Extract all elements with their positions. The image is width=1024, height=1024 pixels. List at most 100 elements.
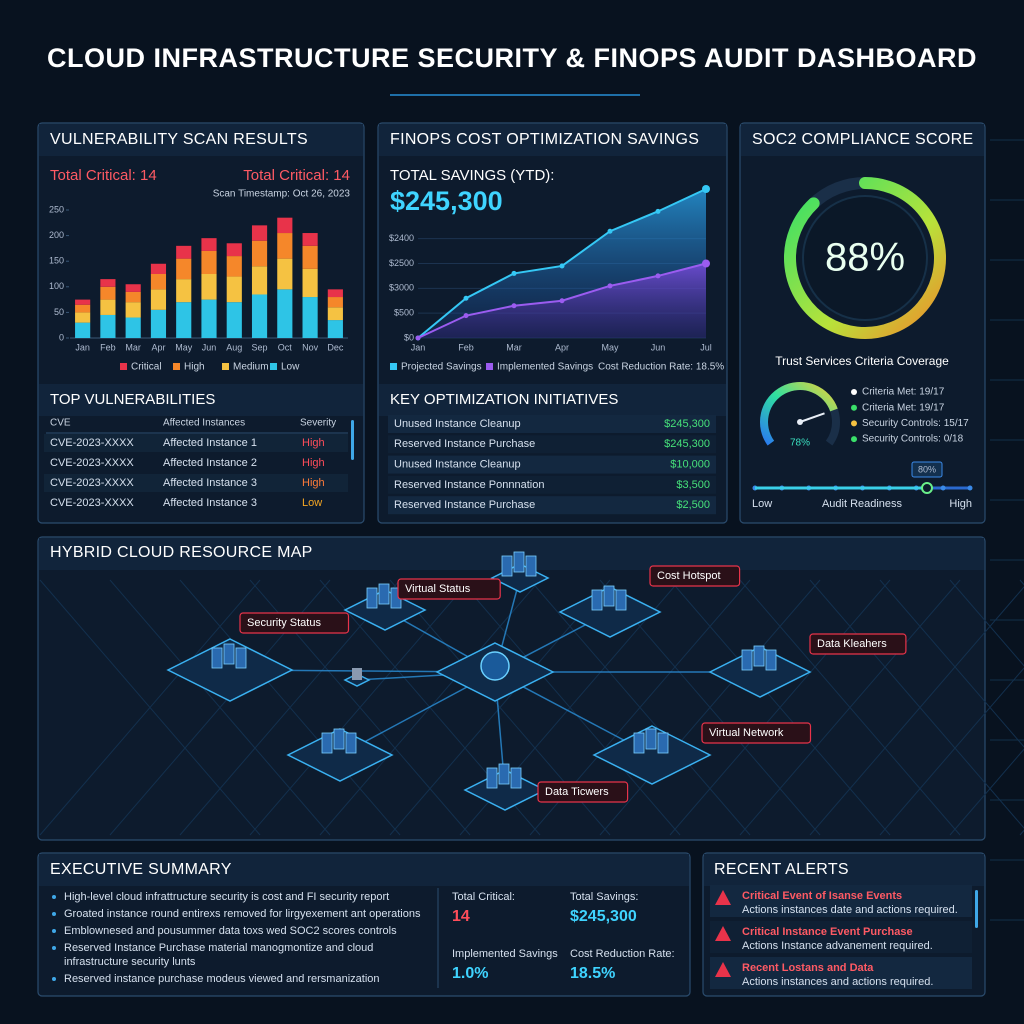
server-icon (765, 649, 777, 671)
stat-label: Cost Reduction Rate: (570, 948, 675, 960)
gauge-hub (797, 419, 803, 425)
server-icon (345, 732, 357, 754)
criteria-dot (851, 420, 857, 427)
data-point (463, 313, 469, 319)
legend-swatch (486, 363, 493, 370)
server-icon (591, 589, 603, 611)
table-row (44, 434, 348, 452)
criteria-dot (851, 389, 857, 395)
column-header: CVE (50, 418, 71, 429)
panel-title: FINOPS COST OPTIMIZATION SAVINGS (390, 131, 699, 148)
criteria-dot (851, 436, 857, 443)
alert-text: Actions Instance advanement required. (742, 940, 933, 952)
y-tick-label: 150 (49, 256, 64, 266)
stat-value: 1.0% (452, 965, 488, 982)
callout-label: Virtual Status (405, 583, 471, 595)
data-point (607, 283, 613, 289)
bar-segment (150, 289, 167, 310)
x-tick-label: Jan (411, 342, 426, 352)
severity: High (302, 457, 325, 469)
severity: Low (302, 497, 322, 509)
map-grid (949, 579, 1024, 667)
summary-bullet: Reserved instance purchase modeus viewed… (64, 973, 380, 985)
server-icon (235, 647, 247, 669)
bar-segment (327, 307, 343, 321)
alert-text: Actions instances date and actions requi… (742, 904, 958, 916)
panel (37, 852, 691, 997)
alert-row (710, 921, 972, 953)
slider-dot (967, 485, 973, 491)
initiative-name: Unused Instance Cleanup (394, 459, 521, 471)
ring-arc (784, 177, 946, 339)
cve-id: CVE-2023-XXXX (50, 437, 134, 449)
map-node (343, 589, 427, 631)
x-tick-label: Oct (278, 342, 293, 352)
bar-segment (201, 274, 217, 300)
callout-box (239, 612, 350, 634)
callout-label: Data Kleahers (817, 638, 887, 650)
score-value: 88% (825, 236, 905, 280)
section-divider (379, 384, 726, 416)
server-icon (645, 728, 657, 750)
x-tick-label: Mar (506, 342, 522, 352)
criteria-item: Security Controls: 0/18 (862, 434, 964, 445)
server-icon (603, 585, 615, 607)
alert-row (710, 957, 972, 989)
map-node (592, 725, 712, 785)
x-tick-label: Jun (651, 342, 666, 352)
table-row (388, 475, 716, 494)
server-icon (525, 555, 537, 577)
map-grid (949, 748, 1024, 836)
x-tick-label: Feb (458, 342, 474, 352)
callout-box (649, 565, 741, 587)
map-node (558, 586, 662, 638)
data-point (415, 335, 421, 341)
server-icon (352, 668, 362, 680)
summary-bullet: Groated instance round entirexs removed … (64, 908, 421, 920)
stat-value: 18.5% (570, 965, 615, 982)
map-grid (809, 579, 1024, 829)
panel-title: HYBRID CLOUD RESOURCE MAP (50, 544, 313, 561)
bar-segment (251, 266, 268, 295)
server-icon (510, 767, 522, 789)
bar-segment (277, 258, 293, 290)
map-grid (669, 579, 891, 836)
panel-header (704, 854, 984, 886)
stat-label: Implemented Savings (452, 948, 558, 960)
bar-segment (75, 312, 91, 323)
callout-box (701, 722, 812, 744)
initiative-amount: $2,500 (676, 499, 710, 511)
warning-icon (715, 926, 731, 941)
stat-value: 14 (452, 908, 470, 925)
table-row (388, 496, 716, 515)
bar-segment (302, 268, 318, 298)
bar-segment (150, 263, 167, 274)
criteria-dot (851, 404, 857, 411)
map-grid (109, 579, 331, 836)
legend-label: Medium (233, 362, 269, 373)
initiative-name: Reserved Instance Purchase (394, 438, 535, 450)
legend-swatch (390, 363, 397, 370)
initiative-amount: $3,500 (676, 479, 710, 491)
legend-label: Low (281, 362, 300, 373)
bar-segment (327, 289, 343, 298)
bar-segment (302, 245, 318, 269)
map-node (286, 728, 394, 782)
callout-box (397, 578, 501, 600)
x-tick-label: Mar (125, 342, 141, 352)
table-row (44, 474, 348, 492)
map-node (708, 646, 812, 698)
gauge-needle (799, 412, 825, 423)
table-row (388, 435, 716, 454)
bar-segment (226, 302, 242, 338)
warning-icon (715, 890, 731, 905)
data-point (655, 208, 661, 214)
gauge-value: 78% (790, 438, 810, 449)
stat-label: Total Savings: (570, 891, 638, 903)
initiative-amount: $10,000 (670, 459, 710, 471)
bar-segment (176, 302, 192, 338)
total-critical: Total Critical: 14 (243, 167, 350, 184)
y-tick-label: $2400 (389, 233, 414, 243)
y-tick-label: $2500 (389, 258, 414, 268)
